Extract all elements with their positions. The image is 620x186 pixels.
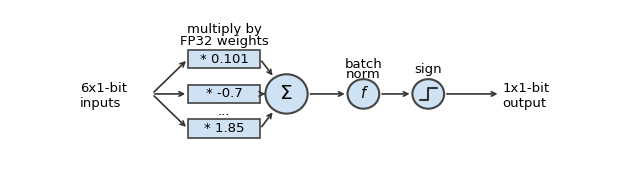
Text: * -0.7: * -0.7	[206, 87, 242, 100]
Text: norm: norm	[346, 68, 381, 81]
Text: FP32 weights: FP32 weights	[180, 35, 268, 48]
FancyBboxPatch shape	[188, 50, 260, 68]
Text: 6x1-bit: 6x1-bit	[80, 82, 127, 95]
FancyBboxPatch shape	[188, 84, 260, 103]
FancyBboxPatch shape	[188, 119, 260, 138]
Text: * 1.85: * 1.85	[204, 122, 244, 135]
Text: batch: batch	[345, 58, 383, 71]
Text: 1x1-bit: 1x1-bit	[503, 82, 550, 95]
Text: ...: ...	[218, 105, 230, 118]
Text: output: output	[503, 97, 547, 110]
Text: sign: sign	[414, 63, 442, 76]
Circle shape	[412, 79, 444, 109]
Text: Σ: Σ	[280, 84, 293, 103]
Text: inputs: inputs	[80, 97, 122, 110]
Text: f: f	[361, 86, 366, 101]
Text: multiply by: multiply by	[187, 23, 262, 36]
Circle shape	[265, 74, 308, 114]
Circle shape	[348, 79, 379, 109]
Text: * 0.101: * 0.101	[200, 52, 249, 65]
